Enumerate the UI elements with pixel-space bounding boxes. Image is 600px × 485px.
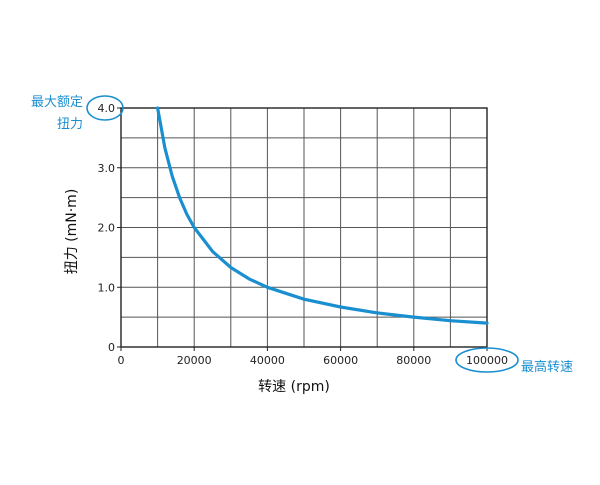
max-speed-annotation: 最高转速 <box>521 359 573 375</box>
series-layer <box>156 106 489 325</box>
y-tick-label: 1.0 <box>98 281 116 294</box>
max-speed-highlight-ring <box>455 347 519 373</box>
torque-curve <box>156 106 489 325</box>
max-torque-highlight-ring <box>86 95 124 121</box>
max-torque-annotation-line2: 扭力 <box>57 117 83 132</box>
y-tick-label: 3.0 <box>98 162 116 175</box>
x-tick-label: 80000 <box>396 354 431 367</box>
x-tick-label: 60000 <box>323 354 358 367</box>
x-tick-label: 0 <box>118 354 125 367</box>
y-axis-label: 扭力 (mN·m) <box>64 189 80 275</box>
y-tick-label: 2.0 <box>98 222 116 235</box>
x-axis-label: 转速 (rpm) <box>258 379 330 395</box>
x-tick-label: 40000 <box>250 354 285 367</box>
x-tick-label: 100000 <box>466 354 508 367</box>
y-axis-ticks: 0 1.0 2.0 3.0 4.0 <box>98 102 121 354</box>
x-tick-label: 20000 <box>177 354 212 367</box>
y-tick-label: 4.0 <box>98 102 116 115</box>
max-torque-annotation-line1: 最大额定 <box>31 95 83 110</box>
x-axis-ticks: 0 20000 40000 60000 80000 100000 <box>118 347 508 367</box>
y-tick-label: 0 <box>108 341 115 354</box>
